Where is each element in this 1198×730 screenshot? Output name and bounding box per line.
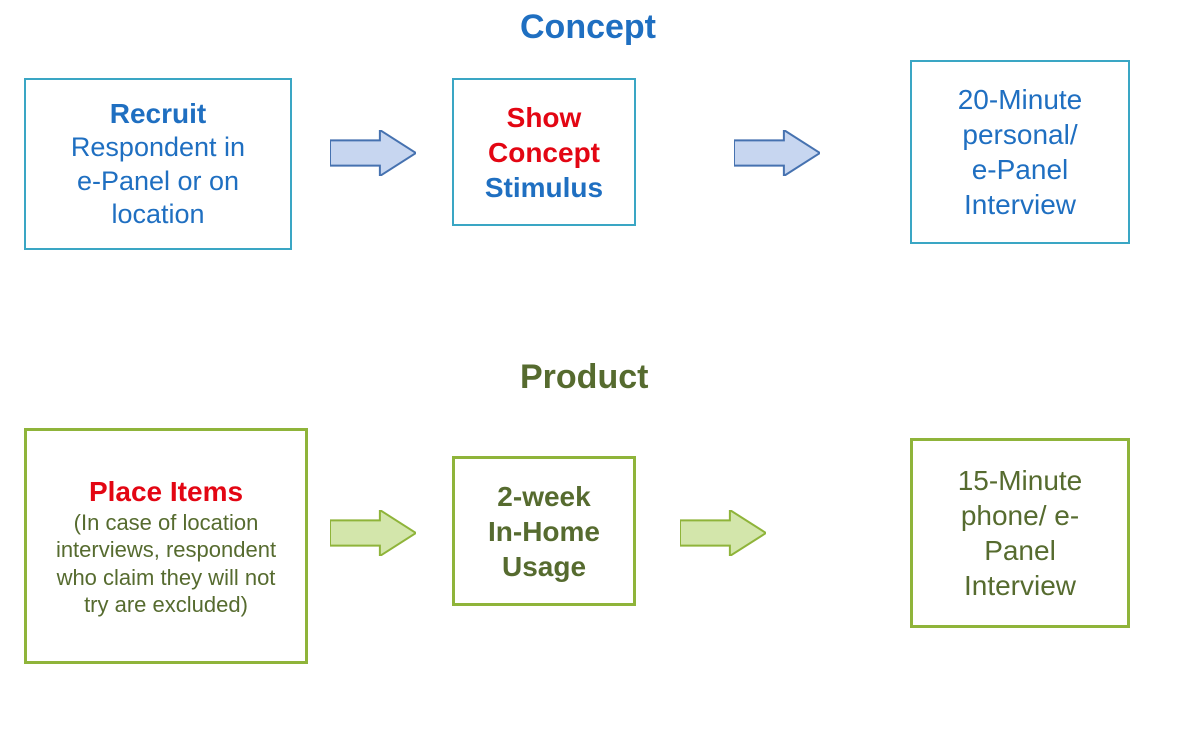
box-line: Show <box>507 100 582 135</box>
arrow-right-icon <box>680 510 766 556</box>
box-interview-15: 15-Minutephone/ e-PanelInterview <box>910 438 1130 628</box>
box-line: e-Panel or on <box>77 165 239 199</box>
box-line: In-Home <box>488 514 600 549</box>
box-line: Stimulus <box>485 170 603 205</box>
arrow-concept-2 <box>734 130 820 176</box>
box-recruit: RecruitRespondent ine-Panel or onlocatio… <box>24 78 292 250</box>
arrow-right-icon <box>330 510 416 556</box>
box-line: Usage <box>502 549 586 584</box>
box-line: 2-week <box>497 479 590 514</box>
box-line: interviews, respondent <box>56 536 276 564</box>
concept-title: Concept <box>520 8 656 47</box>
box-line: Interview <box>964 568 1076 603</box>
box-line: e-Panel <box>972 152 1069 187</box>
box-line: Recruit <box>110 96 206 131</box>
box-line: personal/ <box>962 117 1077 152</box>
box-line: try are excluded) <box>84 591 248 619</box>
box-line: Place Items <box>89 474 243 509</box>
box-line: phone/ e- <box>961 498 1079 533</box>
box-in-home: 2-weekIn-HomeUsage <box>452 456 636 606</box>
box-line: Interview <box>964 187 1076 222</box>
product-title: Product <box>520 358 648 397</box>
box-line: Respondent in <box>71 131 245 165</box>
arrow-product-1 <box>330 510 416 556</box>
box-line: Panel <box>984 533 1056 568</box>
box-place-items: Place Items(In case of locationinterview… <box>24 428 308 664</box>
box-show-concept: ShowConceptStimulus <box>452 78 636 226</box>
box-line: who claim they will not <box>57 564 276 592</box>
box-line: 20-Minute <box>958 82 1083 117</box>
box-interview-20: 20-Minutepersonal/e-PanelInterview <box>910 60 1130 244</box>
box-line: location <box>111 198 204 232</box>
arrow-right-icon <box>330 130 416 176</box>
arrow-concept-1 <box>330 130 416 176</box>
box-line: 15-Minute <box>958 463 1083 498</box>
arrow-product-2 <box>680 510 766 556</box>
arrow-right-icon <box>734 130 820 176</box>
box-line: Concept <box>488 135 600 170</box>
box-line: (In case of location <box>74 509 259 537</box>
